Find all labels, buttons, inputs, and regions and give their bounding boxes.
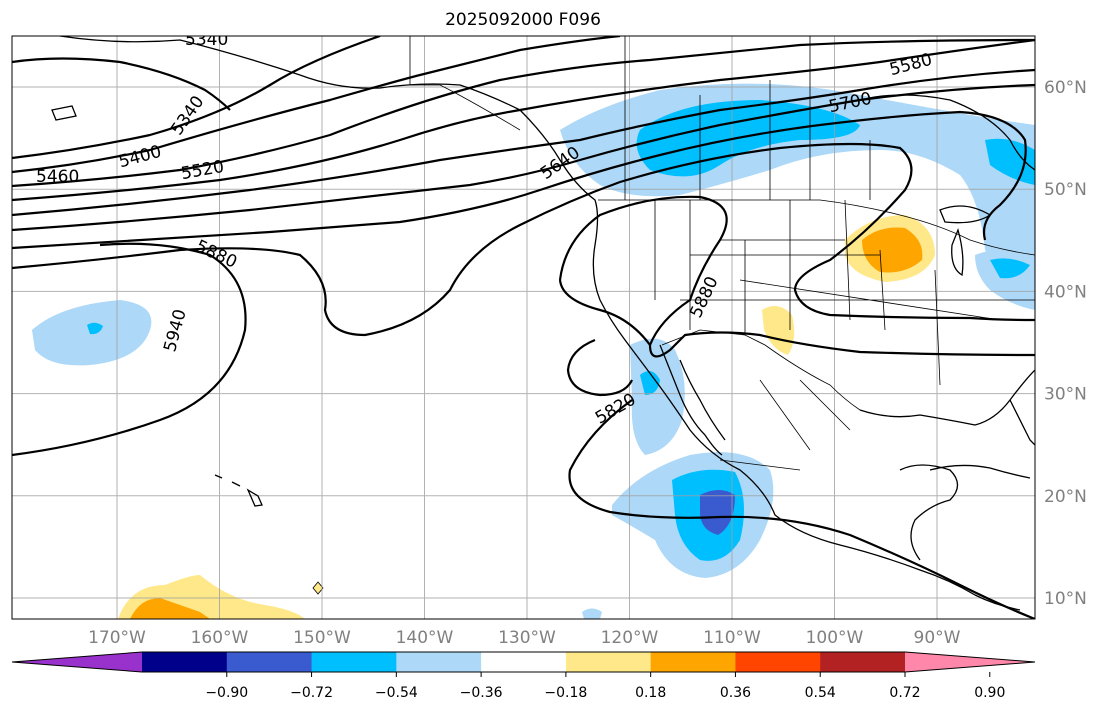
yellow-dot bbox=[312, 581, 324, 595]
border-states bbox=[654, 199, 1035, 386]
colorbar-swatch-6 bbox=[650, 652, 736, 672]
lat-label-3: 30°N bbox=[1044, 385, 1087, 405]
colorbar-label-3: −0.36 bbox=[460, 685, 503, 701]
lat-label-2: 40°N bbox=[1044, 282, 1087, 302]
lon-label-7: 100°W bbox=[806, 628, 864, 648]
gridlines bbox=[12, 36, 1035, 619]
orange-shade-south bbox=[130, 598, 210, 619]
colorbar-label-4: −0.18 bbox=[544, 685, 587, 701]
lon-label-2: 150°W bbox=[293, 628, 351, 648]
lat-label-4: 20°N bbox=[1044, 487, 1087, 507]
latitude-labels: 60°N 50°N 40°N 30°N 20°N 10°N bbox=[1044, 78, 1087, 609]
contour-label-5340-top: 5340 bbox=[185, 30, 228, 50]
contour-5400-a bbox=[12, 36, 381, 160]
lon-label-3: 140°W bbox=[396, 628, 454, 648]
colorbar-label-2: −0.54 bbox=[375, 685, 418, 701]
colorbar-swatch-3 bbox=[396, 652, 482, 672]
colorbar-label-9: 0.90 bbox=[974, 685, 1005, 701]
border-mexico-states bbox=[719, 379, 851, 471]
contour-5700 bbox=[12, 83, 1035, 232]
colorbar-label-1: −0.72 bbox=[290, 685, 333, 701]
contour-5880-b bbox=[558, 279, 651, 346]
colorbar-label-7: 0.54 bbox=[805, 685, 836, 701]
lon-label-5: 120°W bbox=[601, 628, 659, 648]
colorbar-swatch-4 bbox=[481, 652, 567, 672]
contour-5340 bbox=[12, 57, 231, 111]
lat-label-5: 10°N bbox=[1044, 589, 1087, 609]
hawaii-islands bbox=[214, 474, 263, 507]
lake-michigan bbox=[951, 227, 964, 277]
map-plot-area: 5340 5340 5400 5460 5520 5580 5640 5700 … bbox=[12, 30, 1035, 619]
colorbar-extend-high bbox=[905, 652, 1035, 672]
colorbar-label-5: 0.18 bbox=[635, 685, 666, 701]
border-us-mexico bbox=[661, 329, 861, 411]
lon-label-1: 160°W bbox=[191, 628, 249, 648]
blue-shade-small bbox=[582, 608, 602, 619]
coast-baja bbox=[659, 344, 726, 456]
colorbar-swatch-2 bbox=[311, 652, 397, 672]
contour-5640 bbox=[12, 68, 1035, 217]
coast-alaska bbox=[59, 36, 1021, 611]
deep-blue-pacific bbox=[87, 322, 103, 335]
yellow-shade-colorado bbox=[762, 306, 795, 355]
colorbar-swatch-7 bbox=[735, 652, 821, 672]
contour-5880-south bbox=[568, 399, 1035, 619]
contour-5520 bbox=[12, 38, 1035, 188]
colorbar-label-6: 0.36 bbox=[720, 685, 751, 701]
coast-gulf bbox=[859, 369, 1035, 426]
contour-5820-low bbox=[566, 338, 633, 397]
colorbar: −0.90 −0.72 −0.54 −0.36 −0.18 0.18 0.36 0.54 0.7… bbox=[11, 651, 1036, 701]
colorbar-swatch-8 bbox=[820, 652, 906, 672]
contour-5580 bbox=[12, 38, 1035, 202]
lon-label-0: 170°W bbox=[88, 628, 146, 648]
lat-label-0: 60°N bbox=[1044, 78, 1087, 98]
deep-blue-north bbox=[636, 100, 860, 177]
small-lake bbox=[51, 105, 77, 121]
warm-shading bbox=[118, 215, 935, 619]
map-frame bbox=[11, 35, 1036, 620]
deep-blue-gl bbox=[990, 258, 1030, 279]
colorbar-label-0: −0.90 bbox=[205, 685, 248, 701]
contour-label-5460: 5460 bbox=[36, 167, 79, 187]
colorbar-swatch-0 bbox=[142, 652, 228, 672]
map-title: 2025092000 F096 bbox=[445, 10, 601, 30]
colorbar-extend-low bbox=[12, 652, 142, 672]
contour-5460 bbox=[12, 36, 621, 174]
height-contours bbox=[12, 36, 1035, 619]
blue-shade-baja bbox=[630, 338, 685, 455]
lat-label-1: 50°N bbox=[1044, 180, 1087, 200]
colorbar-swatch-5 bbox=[565, 652, 652, 672]
lon-label-4: 130°W bbox=[498, 628, 556, 648]
colorbar-label-8: 0.72 bbox=[889, 685, 920, 701]
colorbar-swatch-1 bbox=[226, 652, 313, 672]
deep-blue-baja bbox=[640, 371, 660, 395]
orange-shade-lakes bbox=[862, 227, 923, 273]
longitude-labels: 170°W 160°W 150°W 140°W 130°W 120°W 110°W 100°W… bbox=[88, 628, 961, 648]
contour-5760 bbox=[12, 110, 1027, 250]
contour-5880 bbox=[12, 195, 1035, 457]
contour-5820 bbox=[12, 142, 1035, 337]
darkest-blue-mexico bbox=[700, 490, 735, 535]
lon-label-8: 90°W bbox=[914, 628, 961, 648]
colorbar-outline bbox=[11, 651, 1036, 673]
border-us-canada bbox=[598, 199, 1035, 256]
coast-cuba bbox=[929, 464, 1031, 479]
lon-label-6: 110°W bbox=[703, 628, 761, 648]
border-canada-prov bbox=[624, 36, 871, 200]
coast-florida bbox=[1009, 399, 1035, 446]
borders bbox=[409, 36, 1035, 471]
coast-yucatan bbox=[899, 464, 959, 561]
